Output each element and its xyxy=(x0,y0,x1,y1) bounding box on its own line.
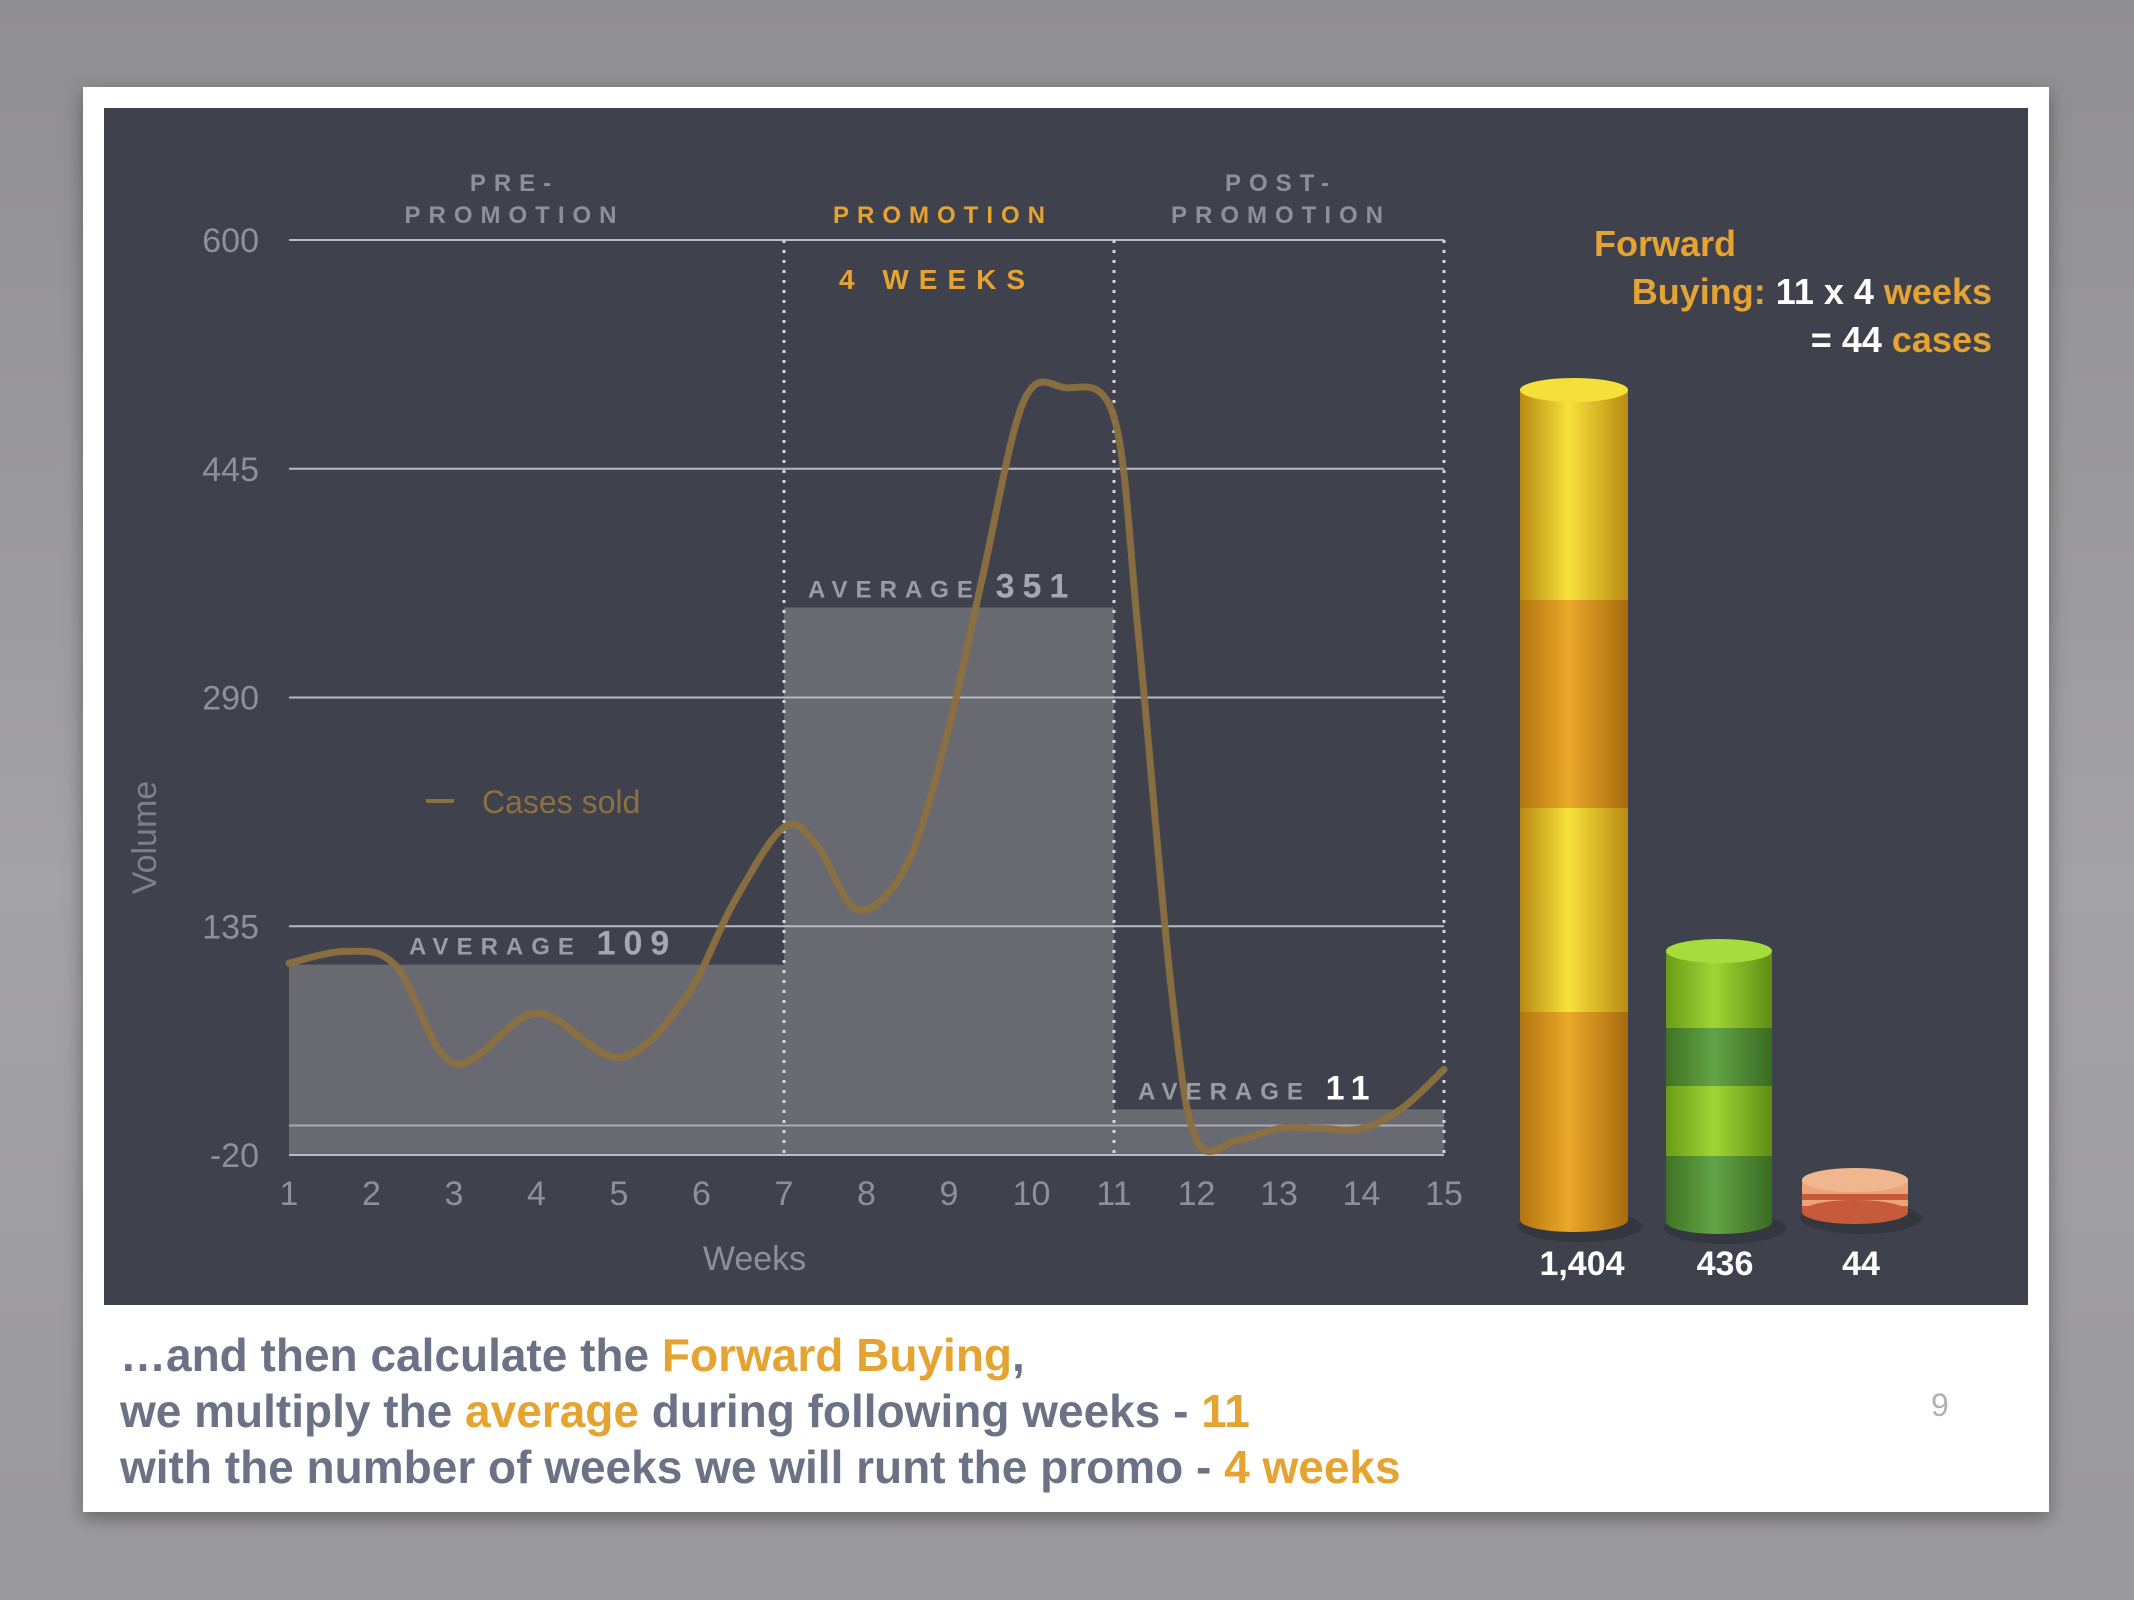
x-tick-label: 11 xyxy=(1096,1175,1131,1213)
average-value: 109 xyxy=(597,925,678,963)
average-label: AVERAGE 11 xyxy=(1138,1069,1378,1107)
fb-unit-weeks: weeks xyxy=(1883,271,1992,312)
cylinder-top xyxy=(1520,378,1628,402)
y-tick-label: 600 xyxy=(202,222,259,260)
cylinder-band xyxy=(1520,600,1628,808)
cylinder-band xyxy=(1666,951,1772,1028)
x-tick-label: 10 xyxy=(1013,1175,1051,1213)
caption-line-3: with the number of weeks we will runt th… xyxy=(120,1439,1870,1495)
cylinder-base xyxy=(1520,1208,1628,1232)
x-tick-label: 12 xyxy=(1178,1175,1216,1213)
phase-label-top: POST- xyxy=(1225,170,1337,197)
legend-label: Cases sold xyxy=(482,784,640,820)
x-tick-label: 4 xyxy=(527,1175,546,1213)
fb-calc: 11 x 4 xyxy=(1775,271,1874,312)
caption-text: we multiply the xyxy=(120,1385,466,1437)
cylinder-top xyxy=(1802,1168,1908,1192)
x-tick-label: 8 xyxy=(857,1175,876,1213)
caption-text: with the number of weeks we will runt th… xyxy=(120,1441,1225,1493)
phase-label: PROMOTION xyxy=(405,202,625,229)
fb-label: Buying: xyxy=(1631,271,1766,312)
cylinder-value-label: 1,404 xyxy=(1539,1245,1624,1283)
caption-highlight: Forward Buying xyxy=(661,1329,1013,1381)
chart-panel: -20 135 290 445 600 1 2 3 4 5 6 7 8 9 10 11 12 13 14 15 Week… xyxy=(104,108,2028,1305)
caption-text: …and then calculate the xyxy=(120,1329,662,1381)
x-tick-label: 15 xyxy=(1425,1175,1463,1213)
average-value: 11 xyxy=(1326,1069,1378,1107)
cylinder-value-label: 44 xyxy=(1842,1245,1880,1283)
x-tick-label: 9 xyxy=(940,1175,959,1213)
x-axis-title: Weeks xyxy=(703,1240,806,1278)
average-label: AVERAGE 351 xyxy=(808,567,1076,605)
x-tick-label: 5 xyxy=(610,1175,629,1213)
x-tick-label: 13 xyxy=(1260,1175,1298,1213)
caption-text: , xyxy=(1012,1329,1025,1381)
x-tick-label: 2 xyxy=(362,1175,381,1213)
average-bar-1 xyxy=(289,964,784,1155)
x-tick-label: 3 xyxy=(445,1175,464,1213)
y-tick-label: -20 xyxy=(210,1137,259,1175)
cylinder-base xyxy=(1802,1200,1908,1224)
y-tick-label: 290 xyxy=(202,680,259,718)
phase-label: PROMOTION xyxy=(1171,202,1391,229)
cylinder-band xyxy=(1666,1028,1772,1086)
promotion-duration-label: 4 WEEKS xyxy=(839,264,1035,295)
caption-line-1: …and then calculate the Forward Buying, xyxy=(120,1327,1870,1383)
x-tick-label: 14 xyxy=(1343,1175,1381,1213)
cylinder-base xyxy=(1666,1210,1772,1234)
fb-result: = 44 xyxy=(1810,319,1882,360)
cylinder-value-label: 436 xyxy=(1697,1245,1754,1283)
caption-text: during following weeks - xyxy=(638,1385,1202,1437)
fb-title: Forward xyxy=(1594,223,1737,264)
cylinder-band xyxy=(1666,1086,1772,1156)
phase-label-top: PRE- xyxy=(470,170,559,197)
fb-unit-cases: cases xyxy=(1891,319,1992,360)
cylinder-band xyxy=(1520,808,1628,1012)
x-tick-label: 7 xyxy=(775,1175,794,1213)
caption-highlight: 11 xyxy=(1201,1385,1250,1437)
average-value: 351 xyxy=(996,567,1077,605)
x-tick-label: 1 xyxy=(280,1175,299,1213)
cylinder-band xyxy=(1520,390,1628,600)
x-tick-label: 6 xyxy=(692,1175,711,1213)
cylinder-band xyxy=(1802,1194,1908,1200)
cylinder-band xyxy=(1520,1012,1628,1220)
caption-highlight: 4 weeks xyxy=(1224,1441,1401,1493)
phase-label: PROMOTION xyxy=(833,202,1053,229)
y-axis-title: Volume xyxy=(126,781,164,894)
average-label: AVERAGE 109 xyxy=(409,925,677,963)
page-number: 9 xyxy=(1931,1387,1949,1423)
cylinder-top xyxy=(1666,939,1772,963)
cases-sold-line xyxy=(285,378,1448,1156)
caption-highlight: average xyxy=(465,1385,639,1437)
forward-buying-callout: Forward Buying: 11 x 4 weeks = 44 cases xyxy=(1504,220,1992,364)
y-tick-label: 445 xyxy=(202,451,259,489)
slide: -20 135 290 445 600 1 2 3 4 5 6 7 8 9 10 11 12 13 14 15 Week… xyxy=(83,87,2049,1512)
slide-caption: …and then calculate the Forward Buying, … xyxy=(120,1327,1870,1495)
caption-line-2: we multiply the average during following… xyxy=(120,1383,1870,1439)
y-tick-label: 135 xyxy=(202,908,259,946)
